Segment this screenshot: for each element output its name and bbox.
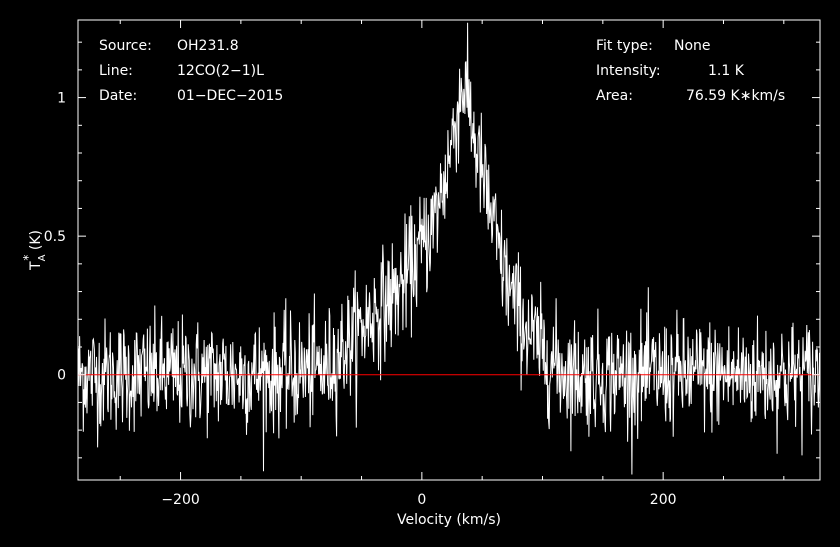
x-tick-label: 0: [417, 492, 426, 508]
info-left-block: Source: OH231.8 Line: 12CO(2−1)L Date: 0…: [99, 38, 283, 104]
info-source-value: OH231.8: [177, 38, 239, 54]
x-tick-label: −200: [161, 492, 199, 508]
info-right-block: Fit type: None Intensity: 1.1 K Area: 76…: [596, 38, 785, 104]
info-source-label: Source:: [99, 38, 152, 54]
plot-frame: [77, 19, 821, 481]
x-axis-ticks: −200 0 200: [119, 20, 785, 508]
info-date-label: Date:: [99, 88, 137, 104]
info-intensity-label: Intensity:: [596, 63, 661, 79]
y-axis-ticks: 00.51: [44, 41, 820, 459]
y-axis-label: TA* (K): [21, 230, 48, 271]
y-tick-label: 0: [57, 368, 66, 384]
info-date-value: 01−DEC−2015: [177, 88, 283, 104]
y-label-sub: A: [37, 254, 48, 261]
y-tick-label: 0.5: [44, 229, 66, 245]
info-area-label: Area:: [596, 88, 633, 104]
y-label-unit: (K): [28, 230, 44, 255]
y-tick-label: 1: [57, 91, 66, 107]
x-tick-label: 200: [650, 492, 677, 508]
info-intensity-value: 1.1 K: [708, 63, 745, 79]
y-label-main: T: [28, 261, 44, 271]
svg-text:TA* (K): TA* (K): [21, 230, 48, 271]
y-label-sup: *: [21, 255, 35, 261]
info-line-label: Line:: [99, 63, 133, 79]
info-fit-value: None: [674, 38, 711, 54]
info-line-value: 12CO(2−1)L: [177, 63, 264, 79]
info-area-value: 76.59 K∗km/s: [686, 88, 785, 104]
x-axis-label: Velocity (km/s): [397, 512, 501, 528]
info-fit-label: Fit type:: [596, 38, 653, 54]
